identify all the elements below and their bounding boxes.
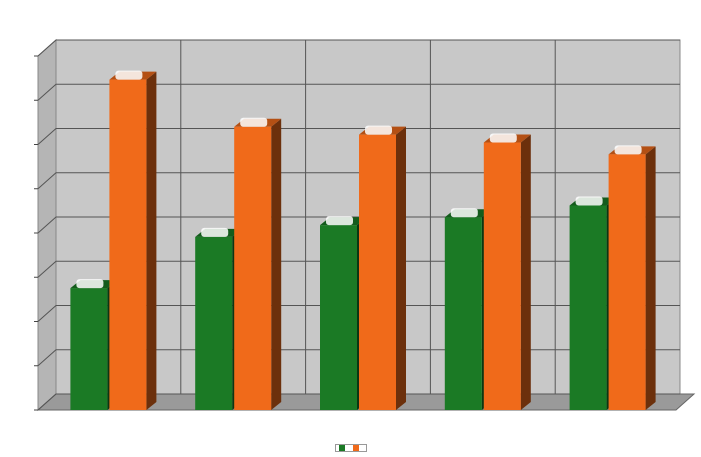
bar-side [645,146,656,411]
bar [359,134,396,410]
legend-swatch-series-2 [352,445,359,451]
bar-side [146,71,157,410]
data-label-box [326,216,353,226]
bar-side [271,118,282,411]
gridline-y [37,39,680,57]
bar [569,205,607,410]
gridline-y [37,83,680,101]
chart-bars [70,71,656,411]
bar-side [396,126,406,411]
bar [234,126,272,411]
bar [320,225,357,410]
bar-side [520,134,531,411]
data-label-box [76,279,104,289]
gridline-y [37,128,680,145]
data-label-box [575,196,603,206]
legend-swatch-series-1 [338,445,345,451]
bar [70,288,108,410]
bar [109,79,147,410]
legend [0,444,701,453]
data-label-box [115,70,143,80]
data-label-box [240,117,268,127]
data-label-box [614,145,642,155]
bar [483,142,521,411]
legend-box [334,444,367,452]
data-label-box [365,125,392,135]
bar [195,236,233,410]
bar [444,217,482,410]
bar [608,154,646,410]
data-label-box [489,133,517,143]
data-label-box [201,227,229,237]
data-label-box [450,208,478,218]
gridline-y [37,172,680,190]
chart-labels [76,70,642,289]
